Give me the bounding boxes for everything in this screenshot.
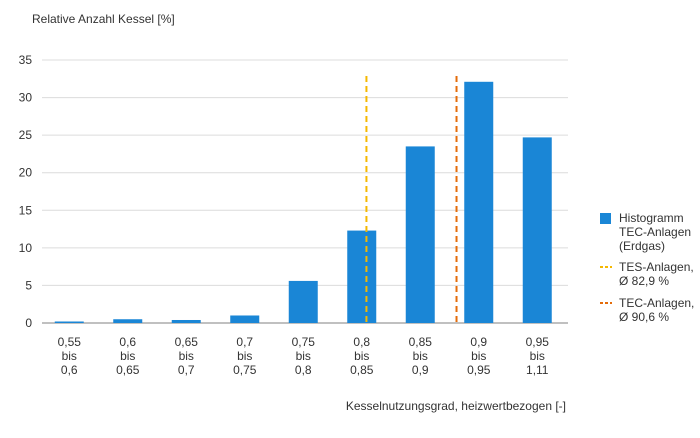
x-tick-label: 0,7 <box>178 363 195 377</box>
y-tick-label: 35 <box>19 53 33 67</box>
bar <box>522 137 552 323</box>
x-tick-label: bis <box>179 349 194 363</box>
y-axis-label: Relative Anzahl Kessel [%] <box>32 12 175 26</box>
x-tick-label: 1,11 <box>526 363 549 377</box>
x-tick-label: 0,7 <box>236 335 253 349</box>
x-tick-label: bis <box>296 349 311 363</box>
y-tick-label: 25 <box>19 128 33 142</box>
bar <box>54 321 84 323</box>
y-tick-label: 30 <box>19 91 33 105</box>
x-tick-label: 0,8 <box>353 335 370 349</box>
legend-label: TES-Anlagen, <box>619 260 694 274</box>
x-tick-label: 0,95 <box>526 335 550 349</box>
legend-swatch-histogram <box>600 213 611 224</box>
legend-label: TEC-Anlagen, <box>619 296 694 310</box>
y-axis-tick-labels: 0 5 10 15 20 25 30 35 <box>19 53 33 330</box>
x-tick-label: bis <box>471 349 486 363</box>
bar <box>171 319 201 323</box>
y-tick-label: 20 <box>19 166 33 180</box>
x-tick-label: bis <box>413 349 428 363</box>
reference-lines <box>365 76 458 323</box>
legend-label: (Erdgas) <box>619 239 665 253</box>
x-tick-label: 0,65 <box>175 335 199 349</box>
legend-label: Histogramm <box>619 211 684 225</box>
y-tick-label: 15 <box>19 203 33 217</box>
legend-label: Ø 90,6 % <box>619 310 669 324</box>
x-tick-label: 0,65 <box>116 363 140 377</box>
x-tick-label: 0,9 <box>470 335 487 349</box>
y-tick-label: 5 <box>25 278 32 292</box>
bar <box>113 319 143 323</box>
x-tick-label: 0,9 <box>412 363 429 377</box>
bar <box>347 230 377 323</box>
y-tick-label: 10 <box>19 241 33 255</box>
x-tick-label: 0,85 <box>350 363 374 377</box>
x-tick-label: bis <box>354 349 369 363</box>
bars <box>54 81 552 323</box>
legend-label: Ø 82,9 % <box>619 274 669 288</box>
x-tick-label: 0,6 <box>61 363 78 377</box>
x-tick-label: 0,75 <box>292 335 316 349</box>
x-tick-label: bis <box>120 349 135 363</box>
x-tick-label: 0,85 <box>409 335 433 349</box>
x-axis-label: Kesselnutzungsgrad, heizwertbezogen [-] <box>346 399 566 413</box>
x-tick-label: bis <box>62 349 77 363</box>
x-axis-tick-labels: 0,55bis0,60,6bis0,650,65bis0,70,7bis0,75… <box>58 335 550 377</box>
bar <box>464 81 494 323</box>
bar <box>405 146 435 323</box>
y-tick-label: 0 <box>25 316 32 330</box>
bar <box>288 280 318 323</box>
x-tick-label: bis <box>530 349 545 363</box>
x-tick-label: bis <box>237 349 252 363</box>
x-tick-label: 0,95 <box>467 363 491 377</box>
x-tick-label: 0,8 <box>295 363 312 377</box>
x-tick-label: 0,55 <box>58 335 82 349</box>
x-tick-label: 0,75 <box>233 363 257 377</box>
legend-label: TEC-Anlagen <box>619 225 691 239</box>
bar <box>230 315 260 323</box>
x-tick-label: 0,6 <box>119 335 136 349</box>
